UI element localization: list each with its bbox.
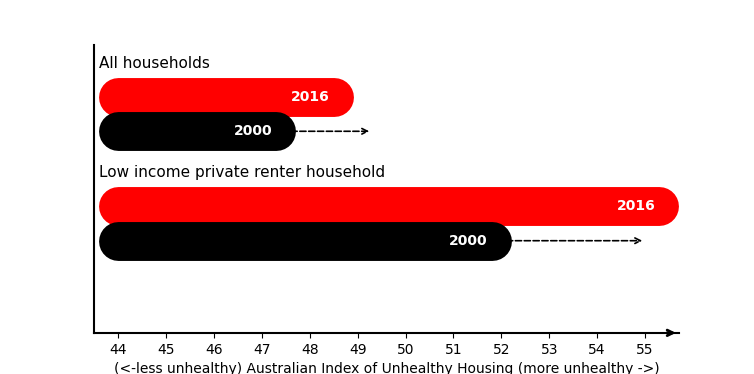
Text: 2000: 2000 xyxy=(449,234,488,248)
Text: Low income private renter household: Low income private renter household xyxy=(99,165,385,180)
Text: 2016: 2016 xyxy=(617,199,656,213)
Text: 2000: 2000 xyxy=(234,124,272,138)
Text: All households: All households xyxy=(99,56,210,71)
X-axis label: (<-less unhealthy) Australian Index of Unhealthy Housing (more unhealthy ->): (<-less unhealthy) Australian Index of U… xyxy=(114,362,659,374)
Text: 2016: 2016 xyxy=(291,90,330,104)
